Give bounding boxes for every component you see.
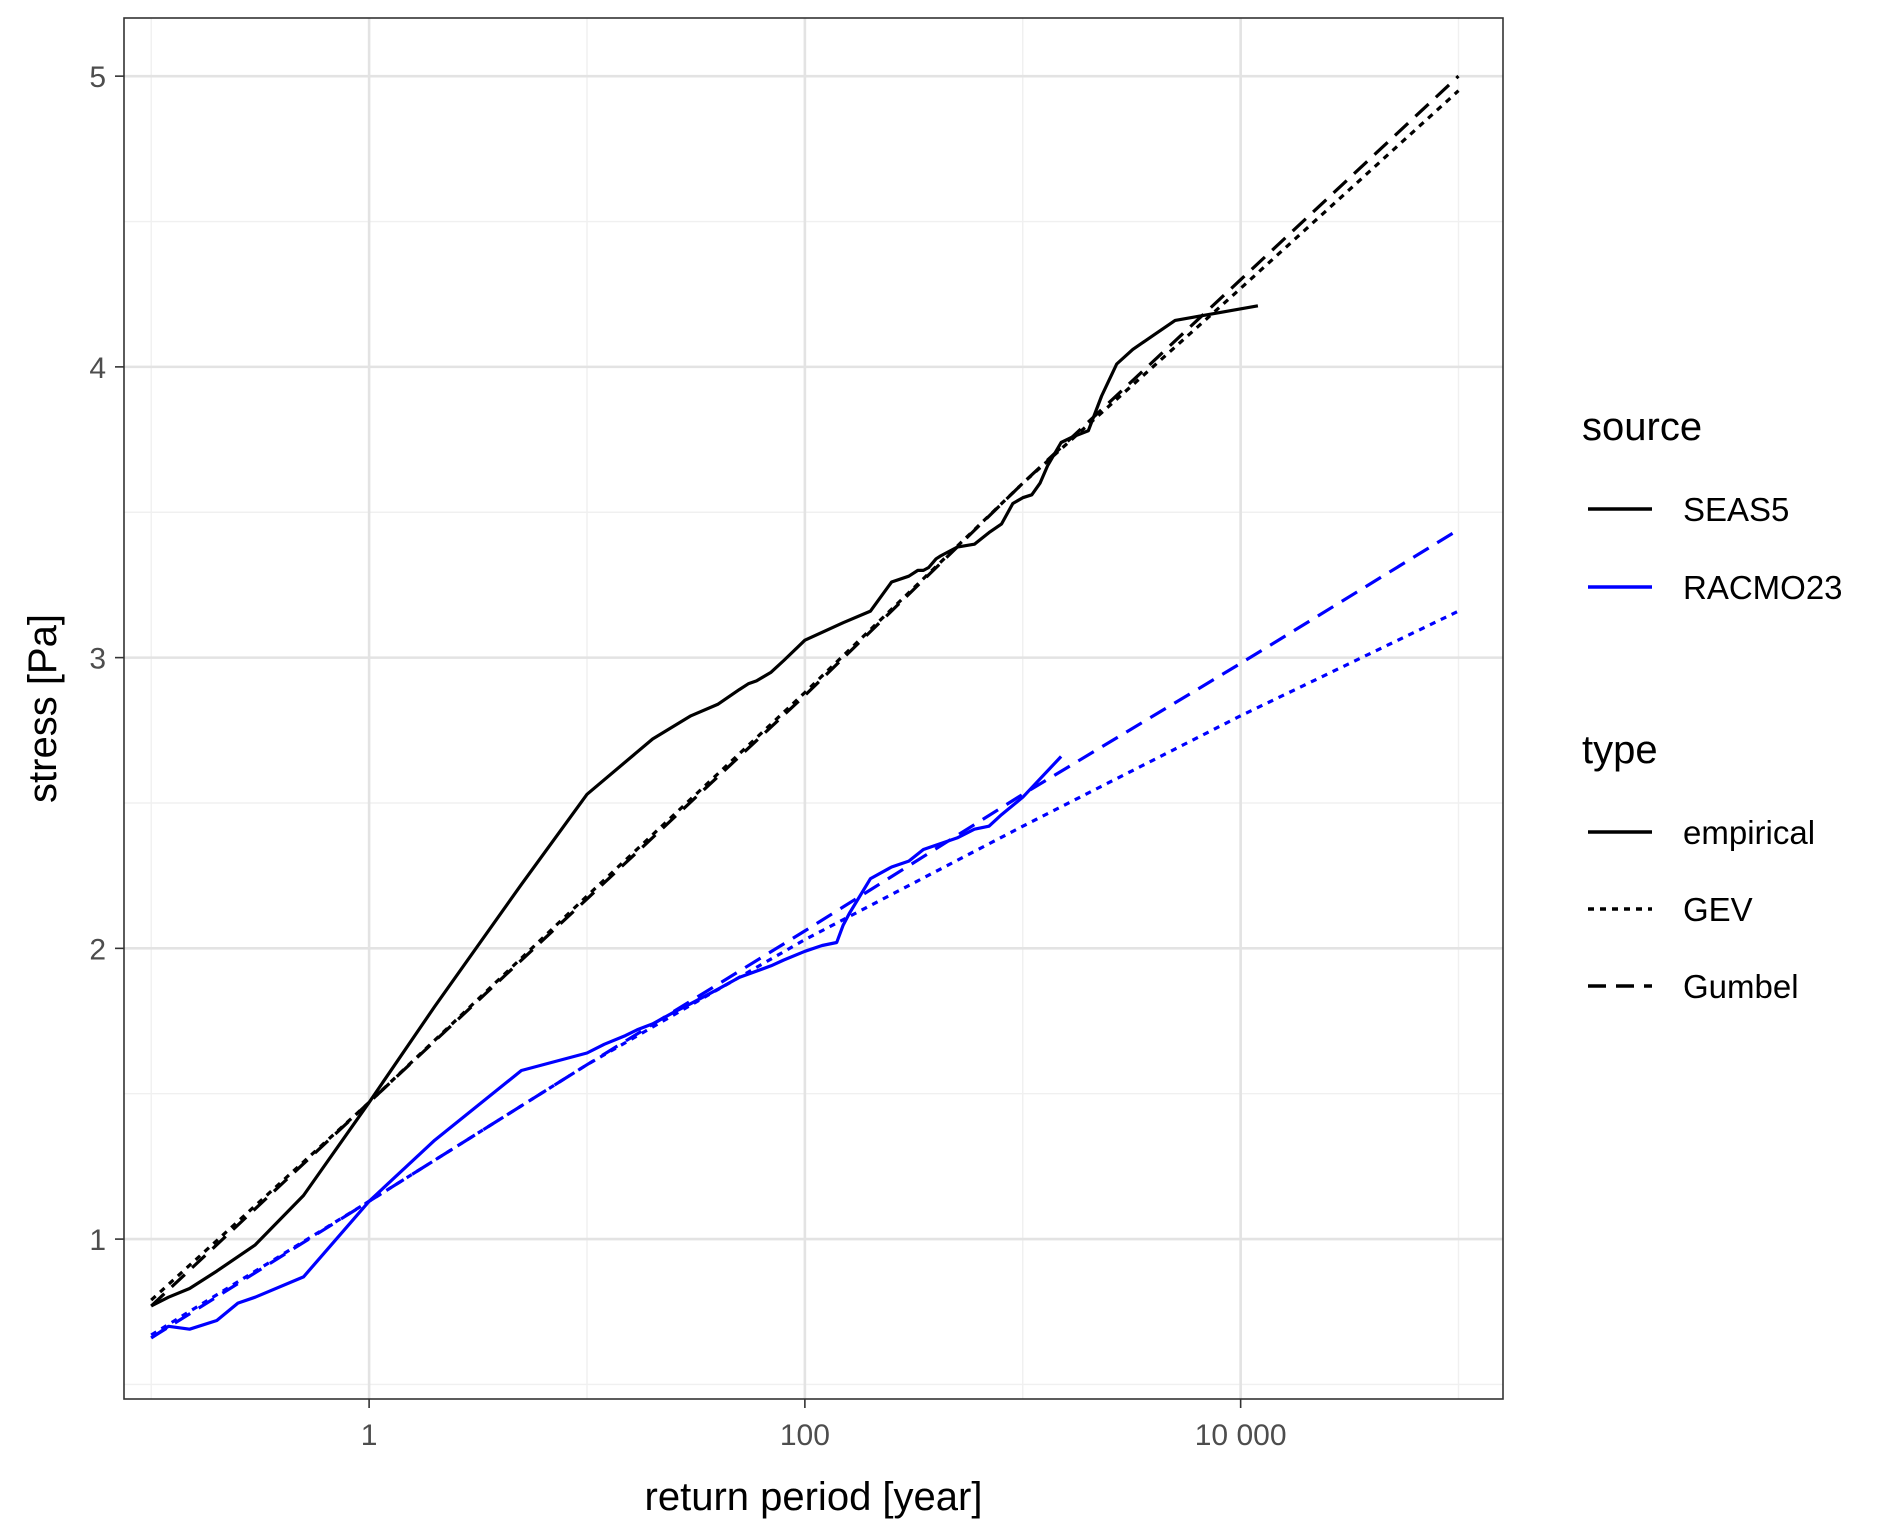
legend: source SEAS5 RACMO23 type empirical GEV … — [1582, 405, 1843, 1005]
series-line-seas5-gev — [150, 89, 1460, 1302]
y-axis-title: stress [Pa] — [21, 614, 65, 803]
y-tick-label: 1 — [89, 1224, 106, 1257]
y-tick-label: 2 — [89, 933, 106, 966]
legend-label-empirical: empirical — [1683, 814, 1815, 851]
x-tick-label: 1 — [361, 1419, 378, 1452]
series-line-seas5-empirical — [150, 304, 1259, 1308]
y-axis-ticks: 1 2 3 4 5 — [89, 61, 124, 1257]
legend-type-title: type — [1582, 728, 1658, 772]
legend-source-title: source — [1582, 405, 1702, 449]
x-tick-label: 10 000 — [1195, 1419, 1287, 1452]
legend-label-gumbel: Gumbel — [1683, 968, 1799, 1005]
legend-label-seas5: SEAS5 — [1683, 491, 1789, 528]
x-axis-title: return period [year] — [645, 1475, 983, 1519]
legend-label-gev: GEV — [1683, 891, 1753, 928]
y-tick-label: 3 — [89, 643, 106, 676]
series-line-seas5-gumbel — [150, 74, 1460, 1308]
y-tick-label: 5 — [89, 61, 106, 94]
panel-border — [123, 17, 1504, 1400]
x-tick-label: 100 — [780, 1419, 830, 1452]
series-lines — [150, 74, 1460, 1340]
x-axis-ticks: 1 100 10 000 — [361, 1399, 1287, 1452]
series-line-racmo23-gumbel — [150, 528, 1460, 1340]
legend-label-racmo23: RACMO23 — [1683, 569, 1843, 606]
y-tick-label: 4 — [89, 352, 106, 385]
minor-gridlines — [124, 18, 1503, 1399]
